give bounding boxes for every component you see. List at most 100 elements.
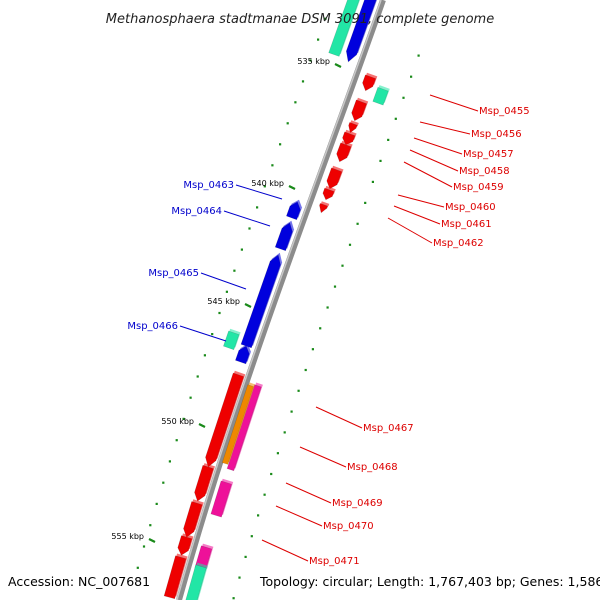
gene-label-text: Msp_0459 <box>453 182 504 193</box>
gc-dot <box>410 75 413 78</box>
genome-summary-text: Topology: circular; Length: 1,767,403 bp… <box>259 574 600 589</box>
forward-gene-arrow <box>194 464 214 502</box>
gene-label-text: Msp_0469 <box>332 498 383 509</box>
gene-label-text: Msp_0465 <box>148 268 199 279</box>
tick-mark <box>244 303 252 308</box>
gc-dot <box>326 306 329 309</box>
tick-mark <box>334 63 342 68</box>
forward-gene-arrow <box>205 372 245 468</box>
gene-label-text: Msp_0455 <box>479 106 530 117</box>
reverse-gene-arrow <box>345 0 377 63</box>
gc-dot <box>286 122 289 125</box>
gc-dot <box>294 101 297 104</box>
leader-line <box>419 121 471 135</box>
gc-dot <box>271 164 274 167</box>
gc-dot <box>248 227 251 230</box>
forward-gene-arrow <box>319 203 329 214</box>
gene-label-text: Msp_0466 <box>127 321 178 332</box>
gc-dot <box>311 348 314 351</box>
leader-line <box>179 325 227 342</box>
gene-label-msp_0455: Msp_0455 <box>429 94 530 117</box>
gene-label-text: Msp_0471 <box>309 556 360 567</box>
gc-dot <box>196 375 199 378</box>
leader-line <box>397 194 445 208</box>
gene-label-msp_0459: Msp_0459 <box>403 161 504 193</box>
gc-dot <box>270 472 273 476</box>
backbone-ring <box>176 0 386 600</box>
rna-feature <box>328 0 360 57</box>
gc-dot <box>136 566 139 569</box>
gc-dot <box>379 159 382 162</box>
pink-feature <box>210 480 232 518</box>
gc-dot <box>203 354 206 357</box>
gene-label-msp_0464: Msp_0464 <box>171 206 271 227</box>
leader-line <box>409 149 459 172</box>
gc-dot <box>290 410 293 413</box>
gc-dot <box>238 576 241 579</box>
leader-line <box>275 505 323 527</box>
gene-label-msp_0461: Msp_0461 <box>393 205 492 230</box>
forward-gene-arrow <box>183 501 203 538</box>
gc-dot <box>341 264 344 267</box>
reverse-gene-arrow <box>286 201 301 221</box>
gc-dot <box>263 493 266 496</box>
leader-line <box>387 217 433 244</box>
gc-dot <box>283 431 286 434</box>
scale-ticks: 535 kbp 540 kbp 545 kbp 550 kbp 555 kbp <box>111 57 342 543</box>
gc-dot-tracks <box>136 17 420 600</box>
forward-gene-arrow <box>351 99 367 122</box>
gene-label-msp_0466: Msp_0466 <box>127 321 227 342</box>
gc-dot <box>240 248 243 251</box>
gene-label-msp_0468: Msp_0468 <box>299 446 398 473</box>
gene-label-msp_0456: Msp_0456 <box>419 121 522 140</box>
gene-label-text: Msp_0468 <box>347 462 398 473</box>
gc-dot <box>324 17 327 20</box>
gc-dot <box>371 180 374 183</box>
gene-label-text: Msp_0467 <box>363 423 414 434</box>
leader-line <box>413 137 463 155</box>
gene-label-text: Msp_0462 <box>433 238 484 249</box>
reverse-gene-arrow <box>274 222 293 252</box>
gene-label-msp_0467: Msp_0467 <box>315 406 414 434</box>
gene-label-msp_0460: Msp_0460 <box>397 194 496 213</box>
rna-feature <box>223 330 240 351</box>
map-title: Methanosphaera stadtmanae DSM 3091, comp… <box>106 12 494 27</box>
gc-dot <box>149 524 152 527</box>
reverse-gene-arrow <box>235 345 250 365</box>
gc-dot <box>218 311 221 315</box>
gc-dot <box>356 222 359 225</box>
tick-label: 535 kbp <box>297 57 330 66</box>
gc-dot <box>142 545 146 548</box>
gc-dot <box>182 417 185 420</box>
gc-dot <box>402 96 405 99</box>
gene-label-msp_0469: Msp_0469 <box>285 482 383 509</box>
gc-dot <box>301 80 305 83</box>
gc-dot <box>279 143 282 146</box>
forward-gene-arrow <box>177 535 193 556</box>
gene-label-group: Msp_0455 Msp_0456 Msp_0457 Msp_0458 Msp_0459… <box>127 94 530 567</box>
gene-label-text: Msp_0458 <box>459 166 510 177</box>
leader-line <box>285 482 332 504</box>
leader-line <box>393 205 441 225</box>
backbone <box>176 0 386 600</box>
rna-feature <box>372 86 389 106</box>
gene-label-msp_0471: Msp_0471 <box>261 539 360 567</box>
leader-line <box>200 272 247 290</box>
tick-mark <box>148 538 156 543</box>
gc-dot <box>244 555 247 558</box>
gc-dot <box>304 368 307 372</box>
gene-label-msp_0457: Msp_0457 <box>413 137 514 160</box>
leader-line <box>315 406 363 429</box>
gene-label-text: Msp_0463 <box>183 180 234 191</box>
gc-dot <box>250 535 253 538</box>
tick-label: 540 kbp <box>251 179 284 188</box>
forward-gene-arrow <box>362 74 377 92</box>
gc-dot <box>225 290 228 293</box>
gene-label-text: Msp_0460 <box>445 202 496 213</box>
gene-label-msp_0462: Msp_0462 <box>387 217 484 249</box>
gc-dot <box>256 206 259 209</box>
forward-gene-arrow <box>322 187 335 201</box>
gc-dot <box>233 269 236 272</box>
gc-dot <box>348 243 352 246</box>
gc-dot <box>309 59 312 62</box>
